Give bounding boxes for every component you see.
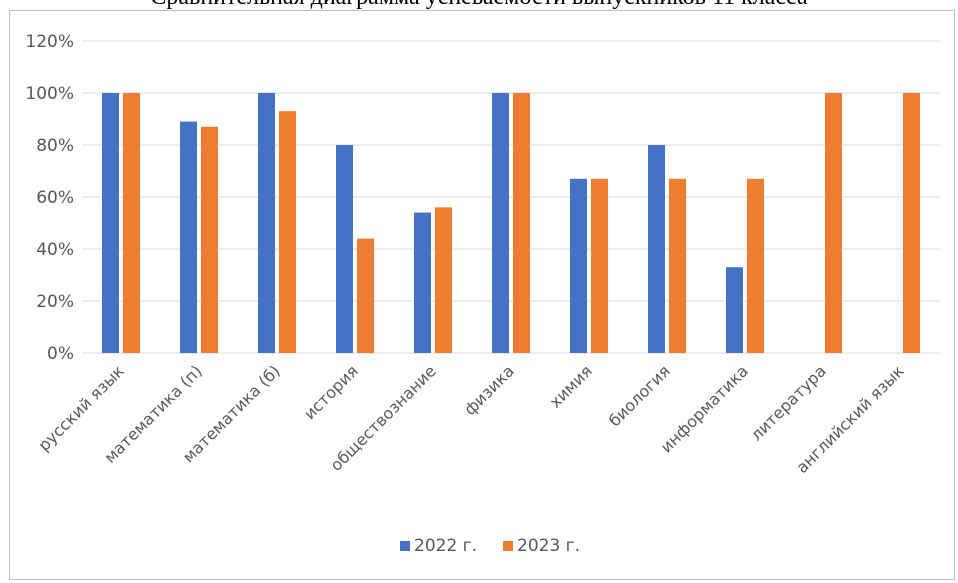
y-tick-label: 100% [25, 84, 74, 104]
bar-series-1 [570, 178, 587, 353]
chart-title: Сравнительная диаграмма успеваемости вып… [0, 0, 958, 11]
bar-series-2 [513, 93, 530, 353]
bar-series-2 [669, 178, 686, 353]
bar-series-1 [726, 267, 743, 353]
bar-series-1 [180, 121, 197, 353]
bar-series-2 [903, 93, 920, 353]
bar-series-2 [747, 178, 764, 353]
legend-label: 2022 г. [414, 536, 477, 556]
y-tick-label: 40% [36, 240, 74, 260]
y-axis-ticks: 0% 20% 40% 60% 80% 100% 120% [25, 32, 74, 364]
bar-series-2 [201, 126, 218, 353]
x-category-label: литература [747, 361, 830, 444]
x-category-label: химия [546, 361, 596, 411]
legend-swatch [503, 541, 513, 551]
bar-series-1 [492, 93, 509, 353]
bar-series-2 [123, 93, 140, 353]
x-category-label: история [300, 361, 362, 423]
y-tick-label: 80% [36, 136, 74, 156]
bar-series-2 [279, 111, 296, 353]
bar-series-2 [357, 238, 374, 353]
bar-series-1 [258, 93, 275, 353]
bar-series-2 [825, 93, 842, 353]
y-tick-label: 60% [36, 188, 74, 208]
bar-series-1 [414, 212, 431, 353]
legend-label: 2023 г. [517, 536, 580, 556]
chart-frame [9, 10, 955, 580]
legend-swatch [400, 541, 410, 551]
y-tick-label: 20% [36, 292, 74, 312]
y-tick-label: 0% [47, 344, 74, 364]
bar-series-1 [336, 145, 353, 353]
grid-lines [82, 40, 940, 354]
y-tick-label: 120% [25, 32, 74, 52]
bar-series-1 [648, 145, 665, 353]
bar-series-2 [591, 178, 608, 353]
x-category-label: биология [605, 361, 674, 430]
bar-series-2 [435, 207, 452, 353]
x-category-label: физика [460, 361, 518, 419]
bars [102, 93, 920, 353]
legend: 2022 г. 2023 г. [400, 536, 580, 556]
bar-series-1 [102, 93, 119, 353]
